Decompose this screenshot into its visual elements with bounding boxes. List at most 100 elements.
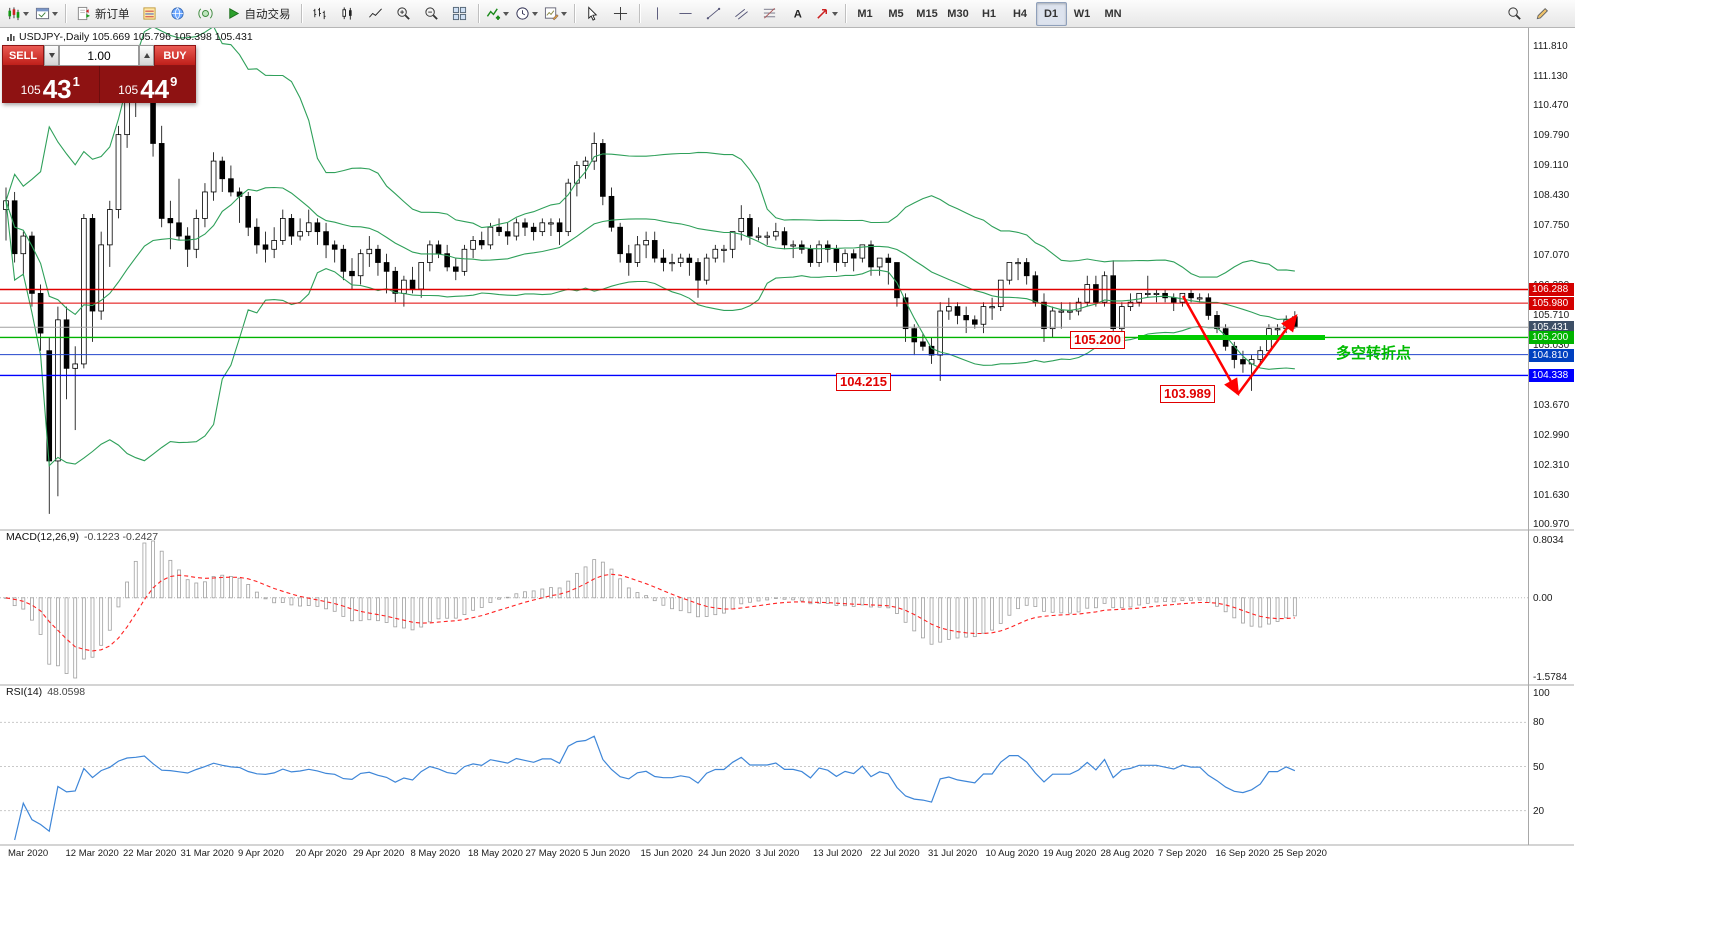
toolbar-separator bbox=[300, 4, 302, 23]
crosshair-icon bbox=[613, 6, 628, 21]
pencil-icon bbox=[1536, 7, 1548, 20]
channel-button[interactable] bbox=[728, 2, 756, 26]
toolbar-separator bbox=[573, 4, 575, 23]
buy-button[interactable]: BUY bbox=[154, 45, 196, 66]
trade-panel-controls: SELL BUY bbox=[2, 45, 196, 66]
toolbar-group-right bbox=[1500, 2, 1556, 26]
sell-price-base: 105 bbox=[20, 83, 41, 97]
timeframe-button-h1[interactable]: H1 bbox=[981, 7, 997, 20]
crosshair-button[interactable] bbox=[607, 2, 635, 26]
macd-label: MACD(12,26,9) -0.1223 -0.2427 bbox=[6, 531, 158, 543]
terminal-icon bbox=[198, 8, 213, 19]
tile-windows-button[interactable] bbox=[446, 2, 474, 26]
bar-chart-button[interactable] bbox=[306, 2, 334, 26]
terminal-button[interactable] bbox=[192, 2, 220, 26]
autotrading-button[interactable]: 自动交易 bbox=[220, 2, 297, 26]
toolbar-group-timeframes: M1 M5 M15 M30 H1 H4 D1 W1 MN bbox=[850, 0, 1129, 27]
periods-button[interactable] bbox=[512, 2, 541, 26]
new-chart-icon bbox=[8, 7, 20, 21]
line-chart-button[interactable] bbox=[362, 2, 390, 26]
sell-price-big: 43 bbox=[42, 73, 72, 104]
trendline-button[interactable] bbox=[700, 2, 728, 26]
navigator-button[interactable] bbox=[164, 2, 192, 26]
cursor-button[interactable] bbox=[579, 2, 607, 26]
vertical-line-icon bbox=[657, 7, 658, 20]
zoom-in-button[interactable] bbox=[390, 2, 418, 26]
timeframe-button-m30[interactable]: M30 bbox=[947, 7, 969, 20]
bar-chart-icon bbox=[313, 7, 326, 20]
fibonacci-icon bbox=[763, 8, 776, 19]
toolbar-separator bbox=[477, 4, 479, 23]
new-order-button[interactable]: 新订单 bbox=[70, 2, 136, 26]
volume-input[interactable] bbox=[59, 45, 139, 66]
zoom-out-icon bbox=[425, 7, 438, 20]
symbol-search-button[interactable] bbox=[1500, 2, 1528, 26]
vertical-line-button[interactable] bbox=[644, 2, 672, 26]
market-watch-button[interactable] bbox=[136, 2, 164, 26]
buy-price[interactable]: 105 44 9 bbox=[98, 66, 197, 104]
sell-price-pip: 1 bbox=[72, 74, 80, 89]
toolbar: 新订单 自动交易 bbox=[0, 0, 1575, 28]
autotrading-play-icon bbox=[228, 8, 239, 19]
chart-title: USDJPY-,Daily 105.669 105.796 105.398 10… bbox=[6, 31, 253, 43]
timeframe-button-w1[interactable]: W1 bbox=[1073, 7, 1091, 20]
svg-text:A: A bbox=[794, 9, 802, 21]
search-icon bbox=[1507, 7, 1521, 20]
chevron-down-icon bbox=[23, 11, 29, 16]
timeframe-button-h4[interactable]: H4 bbox=[1012, 7, 1028, 20]
profiles-button[interactable] bbox=[32, 2, 61, 26]
trendline-icon bbox=[706, 7, 721, 20]
timeframe-button-m15[interactable]: M15 bbox=[916, 7, 938, 20]
profiles-icon bbox=[35, 7, 50, 20]
toolbar-group-pointer bbox=[579, 0, 635, 27]
macd-name: MACD(12,26,9) bbox=[6, 531, 79, 543]
chevron-down-icon bbox=[831, 11, 838, 16]
triangle-up-icon bbox=[143, 53, 150, 58]
zoom-out-button[interactable] bbox=[418, 2, 446, 26]
macd-values: -0.1223 -0.2427 bbox=[83, 531, 159, 543]
horizontal-line-button[interactable] bbox=[672, 2, 700, 26]
one-click-trading-panel: SELL BUY 105 43 1 105 44 9 bbox=[2, 45, 196, 103]
candlestick-chart-button[interactable] bbox=[334, 2, 362, 26]
chart-symbol-icon bbox=[7, 33, 15, 41]
sell-button[interactable]: SELL bbox=[2, 45, 44, 66]
toolbar-separator bbox=[65, 4, 66, 23]
trade-panel-prices: 105 43 1 105 44 9 bbox=[2, 66, 196, 103]
chevron-down-icon bbox=[502, 11, 509, 16]
buy-price-pip: 9 bbox=[170, 74, 178, 89]
new-order-icon bbox=[77, 6, 91, 21]
toolbar-separator bbox=[638, 4, 640, 23]
volume-decrease-button[interactable] bbox=[44, 45, 59, 66]
timeframe-button-m5[interactable]: M5 bbox=[888, 7, 904, 20]
market-watch-icon bbox=[143, 7, 156, 20]
new-chart-button[interactable] bbox=[3, 2, 32, 26]
arrow-tool-icon bbox=[816, 9, 827, 19]
templates-button[interactable] bbox=[541, 2, 570, 26]
text-button[interactable]: A bbox=[784, 2, 812, 26]
indicators-button[interactable] bbox=[483, 2, 512, 26]
horizontal-line-icon bbox=[679, 13, 692, 14]
buy-price-big: 44 bbox=[140, 73, 170, 104]
sell-price[interactable]: 105 43 1 bbox=[2, 66, 99, 103]
line-chart-icon bbox=[369, 8, 382, 18]
volume-increase-button[interactable] bbox=[139, 45, 154, 66]
toolbar-group-trade: 新订单 自动交易 bbox=[70, 0, 297, 27]
navigator-icon bbox=[171, 7, 184, 20]
arrows-button[interactable] bbox=[812, 2, 841, 26]
timeframe-button-mn[interactable]: MN bbox=[1104, 7, 1122, 20]
toolbar-group-chart-type bbox=[306, 0, 474, 27]
cursor-icon bbox=[588, 6, 598, 21]
timeframe-button-m1[interactable]: M1 bbox=[857, 7, 873, 20]
indicators-icon bbox=[486, 8, 500, 20]
toolbar-group-file bbox=[3, 0, 61, 27]
rsi-name: RSI(14) bbox=[6, 686, 43, 698]
timeframe-button-d1[interactable]: D1 bbox=[1035, 1, 1067, 26]
autotrading-label: 自动交易 bbox=[244, 8, 291, 21]
chart-title-text: USDJPY-,Daily 105.669 105.796 105.398 10… bbox=[19, 31, 253, 43]
templates-icon bbox=[544, 7, 559, 21]
fibonacci-button[interactable] bbox=[756, 2, 784, 26]
quick-edit-button[interactable] bbox=[1528, 2, 1556, 26]
toolbar-group-insert bbox=[483, 0, 570, 27]
